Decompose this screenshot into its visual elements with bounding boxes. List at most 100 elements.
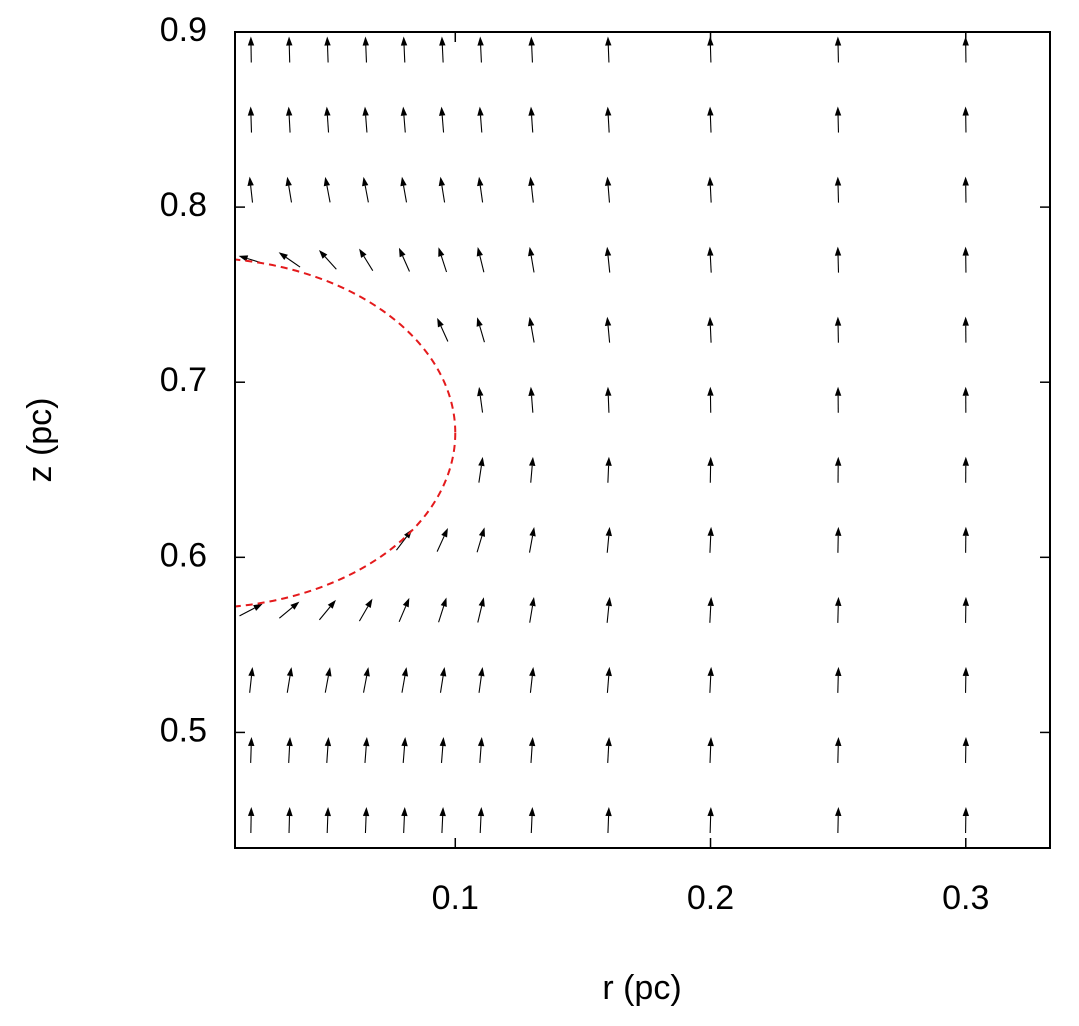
arrow-head	[440, 737, 446, 746]
arrow-head	[325, 667, 331, 676]
arrow-shaft	[442, 186, 445, 203]
arrow-shaft	[480, 326, 485, 342]
arrow	[438, 247, 446, 272]
x-tick-label: 0.1	[432, 879, 479, 917]
arrow	[477, 527, 485, 552]
arrow-head	[363, 37, 369, 46]
arrow-shaft	[251, 746, 252, 763]
arrow-head	[439, 107, 445, 116]
arrow-head	[605, 37, 611, 46]
arrow-head	[286, 807, 292, 816]
arrow-shaft	[608, 466, 609, 483]
arrow	[439, 177, 445, 203]
arrow-shaft	[530, 676, 532, 693]
arrow-shaft	[608, 256, 610, 273]
arrow-head	[708, 527, 714, 536]
arrow	[606, 667, 612, 693]
arrow	[963, 387, 969, 413]
arrow	[605, 387, 611, 413]
arrow-shaft	[327, 746, 328, 763]
arrow-head	[528, 107, 534, 116]
arrow	[248, 807, 254, 833]
arrow-head	[963, 597, 969, 606]
arrow-shaft	[403, 746, 404, 763]
arrow	[437, 318, 448, 342]
arrow	[529, 457, 535, 483]
arrow-head	[963, 387, 969, 396]
arrow-head	[439, 37, 445, 46]
arrow-head	[707, 107, 713, 116]
arrow-shaft	[608, 186, 609, 203]
arrow-shaft	[608, 816, 609, 833]
arrow-shaft	[279, 607, 292, 618]
arrow-shaft	[289, 116, 290, 133]
arrow-head	[708, 667, 714, 676]
arrow-head	[708, 597, 714, 606]
arrow-shaft	[531, 816, 532, 833]
arrow-head	[529, 527, 535, 536]
arrow-shaft	[441, 326, 448, 341]
arrow	[708, 597, 714, 623]
arrow-head	[247, 177, 253, 186]
x-tick-label: 0.3	[942, 879, 989, 917]
arrow-shaft	[710, 326, 711, 343]
arrow	[606, 527, 612, 553]
arrow-head	[253, 604, 262, 611]
arrow-shaft	[325, 676, 328, 693]
arrow	[605, 247, 611, 273]
arrow	[439, 107, 445, 133]
arrow-shaft	[364, 676, 367, 693]
arrow	[364, 667, 370, 693]
arrow	[707, 457, 713, 483]
arrow	[963, 667, 969, 693]
arrow-head	[528, 387, 534, 396]
arrow-shaft	[710, 186, 711, 203]
arrow	[707, 387, 713, 413]
arrow-head	[707, 317, 713, 326]
arrow	[708, 667, 714, 693]
arrow-head	[364, 667, 370, 676]
arrow	[325, 667, 331, 693]
arrow-head	[477, 387, 483, 396]
arrow-head	[248, 807, 254, 816]
arrow-head	[479, 597, 485, 606]
arrow	[528, 37, 534, 63]
arrow-head	[279, 252, 288, 260]
arrow	[247, 177, 253, 203]
arrow	[528, 107, 534, 133]
arrow	[606, 597, 612, 623]
arrow	[319, 250, 336, 269]
arrow-shaft	[710, 116, 711, 133]
arrow-shaft	[480, 816, 481, 833]
arrow-head	[363, 737, 369, 746]
arrow	[835, 317, 841, 343]
arrow	[528, 247, 534, 273]
arrow	[477, 107, 483, 133]
arrow-head	[528, 317, 534, 326]
arrow-shaft	[608, 396, 609, 413]
arrow-shaft	[531, 466, 532, 483]
arrow-shaft	[365, 746, 366, 763]
arrow-head	[248, 37, 254, 46]
arrow-shaft	[608, 46, 609, 63]
arrow-head	[478, 667, 484, 676]
arrow	[835, 737, 841, 763]
arrow-shaft	[327, 116, 328, 133]
arrow-head	[707, 807, 713, 816]
arrow	[286, 807, 292, 833]
arrow-head	[439, 807, 445, 816]
arrow-shaft	[250, 676, 252, 693]
arrow-shaft	[365, 186, 368, 203]
arrow	[835, 457, 841, 483]
arrow-head	[248, 737, 254, 746]
arrow-shaft	[440, 676, 443, 693]
arrow-head	[441, 597, 447, 607]
arrow-head	[325, 807, 331, 816]
arrow-shaft	[439, 606, 444, 622]
arrow-head	[324, 107, 330, 116]
arrow-head	[835, 667, 841, 676]
arrow-head	[605, 247, 611, 256]
arrow	[439, 807, 445, 833]
arrow-shaft	[710, 606, 711, 623]
arrow-head	[441, 528, 448, 538]
